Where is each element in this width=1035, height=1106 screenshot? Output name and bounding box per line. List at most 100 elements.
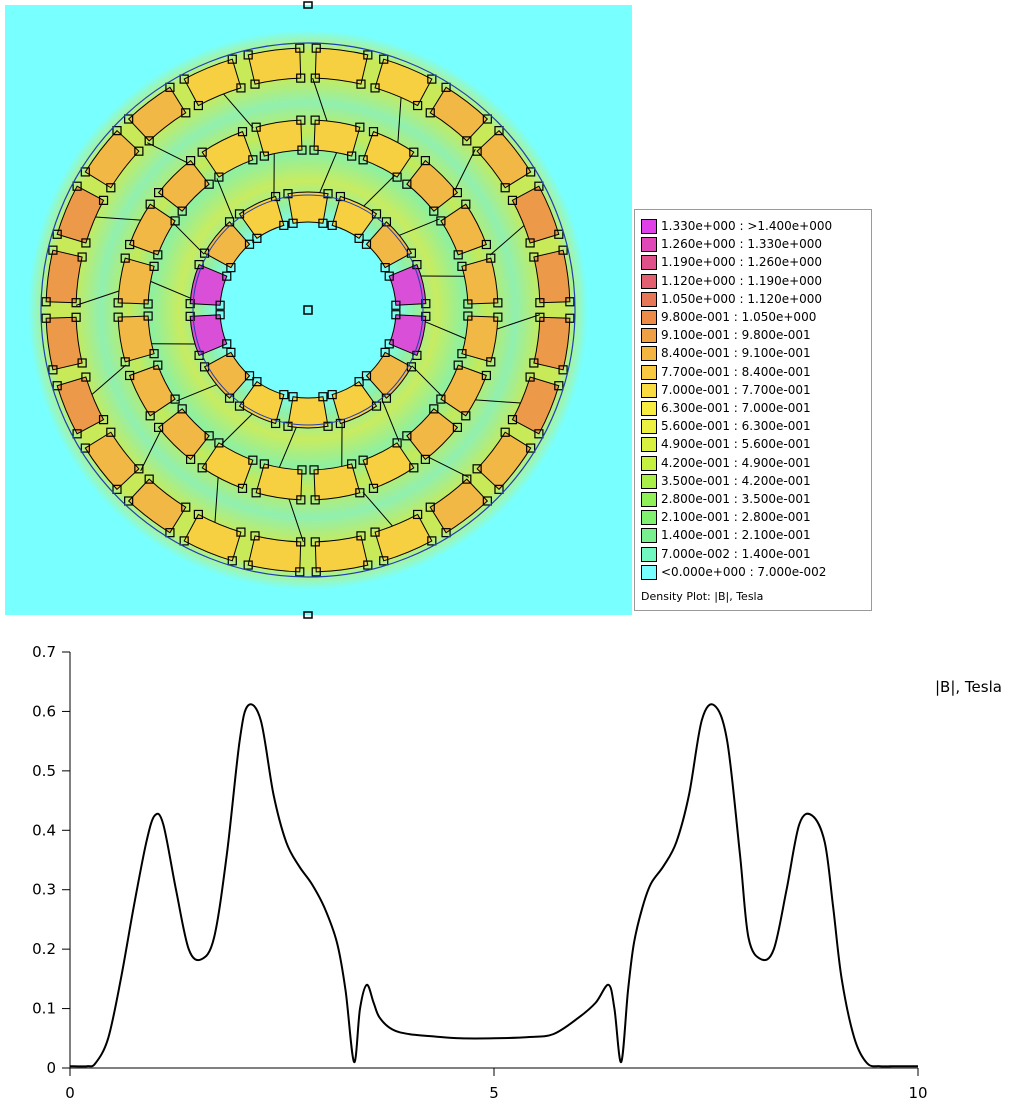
legend-label: 3.500e-001 : 4.200e-001 [661,473,811,488]
legend-row: 2.800e-001 : 3.500e-001 [641,491,869,509]
mesh-node-marker [413,100,423,111]
mesh-node-marker [288,392,298,402]
mesh-node-marker [149,261,159,271]
mesh-node-marker [252,233,262,243]
mesh-node-marker [226,263,236,273]
mesh-node-marker [77,358,87,368]
mesh-node-marker [52,381,62,391]
chart-axes: 0 0.1 0.2 0.3 0.4 0.5 0.6 0.7 0 5 10 [32,643,927,1102]
magnet-rings [41,43,575,577]
mesh-node-marker [494,126,504,136]
magnet-segment [203,351,251,399]
mesh-node-marker [296,537,306,547]
legend-label: 2.800e-001 : 3.500e-001 [661,492,811,506]
magnet-segment [313,119,361,157]
legend-label: 7.700e-001 : 8.400e-001 [661,364,811,379]
mesh-node-marker [406,362,417,372]
field-disc [28,30,588,590]
mesh-node-marker [462,136,472,146]
mesh-node-marker [250,79,260,89]
legend-row: 4.900e-001 : 5.600e-001 [641,436,869,454]
mesh-node-marker [370,527,380,537]
mesh-node-marker [71,298,81,308]
mesh-node-marker [493,312,503,322]
legend-row: <0.000e+000 : 7.000e-002 [641,564,869,582]
mesh-node-marker [472,464,482,474]
legend-row: 1.190e+000 : 1.260e+000 [641,254,869,272]
mesh-node-marker [310,537,320,547]
mesh-node-marker [481,370,491,381]
mesh-node-marker [309,465,319,475]
legend-swatch [641,528,657,544]
legend-row: 1.050e+000 : 1.120e+000 [641,291,869,309]
mesh-node-marker [165,82,175,92]
magnet-segment [461,315,499,363]
mesh-node-marker [500,427,510,437]
mesh-node-marker [179,536,189,546]
mesh-node-marker [71,312,81,322]
mesh-node-marker [327,220,337,230]
legend-swatch [641,255,657,271]
mesh-node-marker [472,146,482,156]
legend-row: 2.100e-001 : 2.800e-001 [641,509,869,527]
mesh-node-marker [409,463,419,473]
mesh-node-marker [144,474,154,484]
mesh-node-marker [452,422,462,432]
mesh-node-marker [125,239,135,250]
mesh-node-marker [120,253,130,263]
magnet-segment [440,203,488,256]
mesh-node-marker [425,108,435,118]
mesh-node-marker [204,179,214,189]
mesh-node-marker [457,261,467,271]
mesh-node-marker [145,411,155,421]
mesh-node-marker [481,239,491,250]
mesh-node-marker [179,74,189,84]
mesh-node-marker [534,429,544,439]
magnet-segment [247,47,302,85]
legend-label: 1.050e+000 : 1.120e+000 [661,291,823,306]
top-marker [303,1,313,9]
legend-row: 3.500e-001 : 4.200e-001 [641,473,869,491]
mesh-node-marker [356,79,366,89]
mesh-node-marker [295,567,305,577]
mesh-node-marker [358,455,368,465]
mesh-node-marker [288,218,298,228]
mesh-node-marker [507,195,518,205]
mesh-node-marker [244,371,255,381]
mesh-node-marker [356,531,366,541]
legend-label: 9.800e-001 : 1.050e+000 [661,310,817,324]
mesh-node-marker [425,502,435,512]
mesh-node-marker [251,488,261,498]
mesh-node-marker [420,454,430,464]
flux-line [425,314,541,340]
mesh-node-marker [441,528,451,538]
legend-swatch [641,455,657,471]
mesh-node-marker [296,495,306,505]
mesh-node-marker [409,147,419,157]
mesh-node-marker [145,199,155,209]
bottom-marker [303,611,313,619]
mesh-node-marker [165,528,175,538]
mesh-node-marker [149,349,159,359]
mesh-node-marker [199,362,210,372]
legend-label: 7.000e-002 : 1.400e-001 [661,546,811,561]
mesh-node-marker [134,146,144,156]
mesh-node-marker [368,127,379,137]
mesh-node-marker [125,370,135,381]
legend-row: 7.000e-002 : 1.400e-001 [641,546,869,564]
legend-row: 4.200e-001 : 4.900e-001 [641,455,869,473]
mesh-node-marker [259,459,269,469]
mesh-node-marker [81,238,91,248]
mesh-node-marker [41,313,51,323]
mesh-node-marker [237,127,248,137]
magnet-segment [287,396,329,429]
flux-line [75,280,191,306]
mesh-node-marker [80,443,90,453]
mesh-node-marker [413,509,423,520]
x-tick-label: 10 [908,1084,927,1102]
magnet-segment [533,316,571,371]
mesh-node-marker [457,349,467,359]
mesh-node-marker [181,502,191,512]
legend-swatch [641,273,657,289]
mesh-node-marker [197,463,207,473]
